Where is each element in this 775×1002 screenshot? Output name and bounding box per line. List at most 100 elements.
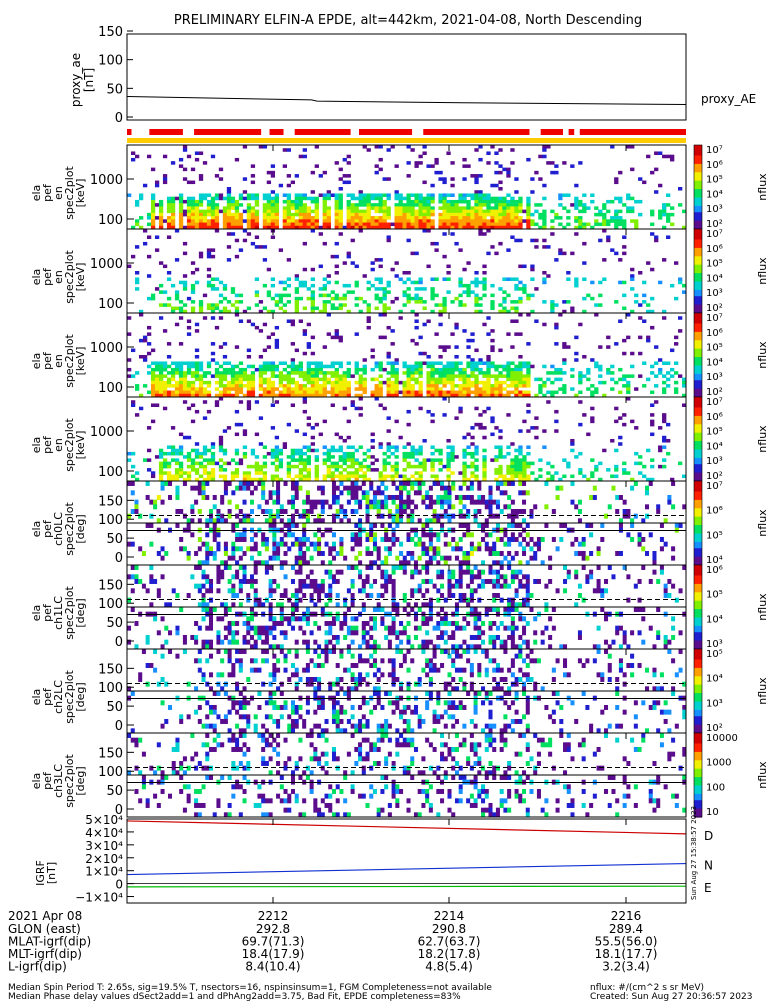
spectrogram-cell [331, 374, 335, 378]
spectrogram-cell [303, 329, 307, 333]
spectrogram-cell [383, 216, 387, 220]
energy-panel-ylabel: elapefenspec2plot[keV] [30, 250, 87, 304]
spectrogram-cell [546, 378, 550, 382]
pitch-angle-cell [284, 542, 288, 547]
spectrogram-cell [191, 387, 195, 391]
pitch-angle-cell [436, 532, 440, 537]
spectrogram-cell [219, 439, 223, 443]
spectrogram-cell [666, 361, 670, 365]
spectrogram-cell [235, 410, 239, 414]
pitch-angle-cell [198, 626, 202, 631]
spectrogram-cell [287, 423, 291, 427]
spectrogram-cell [171, 445, 175, 449]
pitch-angle-cell [295, 523, 299, 528]
spectrogram-cell [426, 374, 430, 378]
spectrogram-cell [283, 210, 287, 214]
spectrogram-cell [454, 326, 458, 330]
spectrogram-cell [546, 245, 550, 249]
spectrogram-cell [247, 400, 251, 404]
pitch-angle-cell [354, 532, 358, 537]
pitch-angle-cell [202, 616, 206, 621]
spectrogram-cell [494, 378, 498, 382]
spectrogram-cell [478, 358, 482, 362]
spectrogram-cell [574, 232, 578, 236]
spectrogram-cell [191, 216, 195, 220]
spectrogram-cell [474, 210, 478, 214]
spectrogram-cell [426, 355, 430, 359]
spectrogram-cell [574, 336, 578, 340]
spectrogram-cell [542, 281, 546, 285]
spectrogram-cell [311, 200, 315, 204]
spectrogram-cell [494, 171, 498, 175]
spectrogram-cell [522, 475, 526, 479]
pitch-angle-cell [369, 500, 373, 505]
spectrogram-cell [666, 371, 670, 375]
spectrogram-cell [255, 210, 259, 214]
spectrogram-cell [191, 465, 195, 469]
pitch-angle-cell [216, 574, 220, 579]
pitch-angle-cell [440, 556, 444, 561]
spectrogram-cell [482, 426, 486, 430]
spectrogram-cell [458, 384, 462, 388]
spectrogram-cell [622, 223, 626, 227]
spectrogram-cell [626, 387, 630, 391]
pitch-angle-cell [202, 598, 206, 603]
spectrogram-cell [375, 145, 379, 149]
pitch-angle-cell [321, 532, 325, 537]
pitch-angle-cell [384, 556, 388, 561]
spectrogram-cell [518, 374, 522, 378]
pitch-angle-cell [399, 481, 403, 486]
spectrogram-cell [351, 403, 355, 407]
spectrogram-cell [462, 290, 466, 294]
spectrogram-cell [183, 213, 187, 217]
pitch-angle-cell [146, 640, 150, 645]
spectrogram-cell [418, 449, 422, 453]
spectrogram-cell [363, 475, 367, 479]
spectrogram-cell [594, 465, 598, 469]
spectrogram-cell [187, 471, 191, 475]
spectrogram-cell [462, 223, 466, 227]
spectrogram-cell [239, 294, 243, 298]
pitch-angle-cell [518, 481, 522, 486]
pitch-angle-cell [224, 635, 228, 640]
spectrogram-cell [590, 458, 594, 462]
spectrogram-cell [642, 319, 646, 323]
spectrogram-cell [426, 410, 430, 414]
spectrogram-cell [271, 452, 275, 456]
spectrogram-cell [151, 197, 155, 201]
spectrogram-cell [486, 219, 490, 223]
spectrogram-cell [410, 216, 414, 220]
pitch-angle-cell [213, 551, 217, 556]
spectrogram-cell [502, 381, 506, 385]
spectrogram-cell [359, 219, 363, 223]
spectrogram-cell [474, 216, 478, 220]
pitch-angle-cell [265, 500, 269, 505]
pitch-angle-cell [578, 551, 582, 556]
spectrogram-cell [403, 452, 407, 456]
spectrogram-cell [355, 210, 359, 214]
spectrogram-cell [514, 332, 518, 336]
spectrogram-cell [606, 223, 610, 227]
pitch-angle-cell [354, 542, 358, 547]
pitch-angle-cell [235, 593, 239, 598]
pitch-angle-cell [518, 542, 522, 547]
spectrogram-cell [494, 387, 498, 391]
spectrogram-cell [554, 420, 558, 424]
spectrogram-cell [187, 475, 191, 479]
spectrogram-cell [339, 187, 343, 191]
spectrogram-cell [510, 475, 514, 479]
spectrogram-cell [335, 433, 339, 437]
spectrogram-cell [239, 371, 243, 375]
spectrogram-cell [666, 439, 670, 443]
spectrogram-cell [355, 458, 359, 462]
spectrogram-cell [518, 210, 522, 214]
spectrogram-cell [151, 223, 155, 227]
spectrogram-cell [514, 216, 518, 220]
pitch-angle-cell [395, 509, 399, 514]
spectrogram-cell [291, 323, 295, 327]
spectrogram-cell [418, 374, 422, 378]
pitch-angle-cell [138, 546, 142, 551]
spectrogram-cell [622, 339, 626, 343]
spectrogram-cell [219, 458, 223, 462]
spectrogram-cell [578, 381, 582, 385]
